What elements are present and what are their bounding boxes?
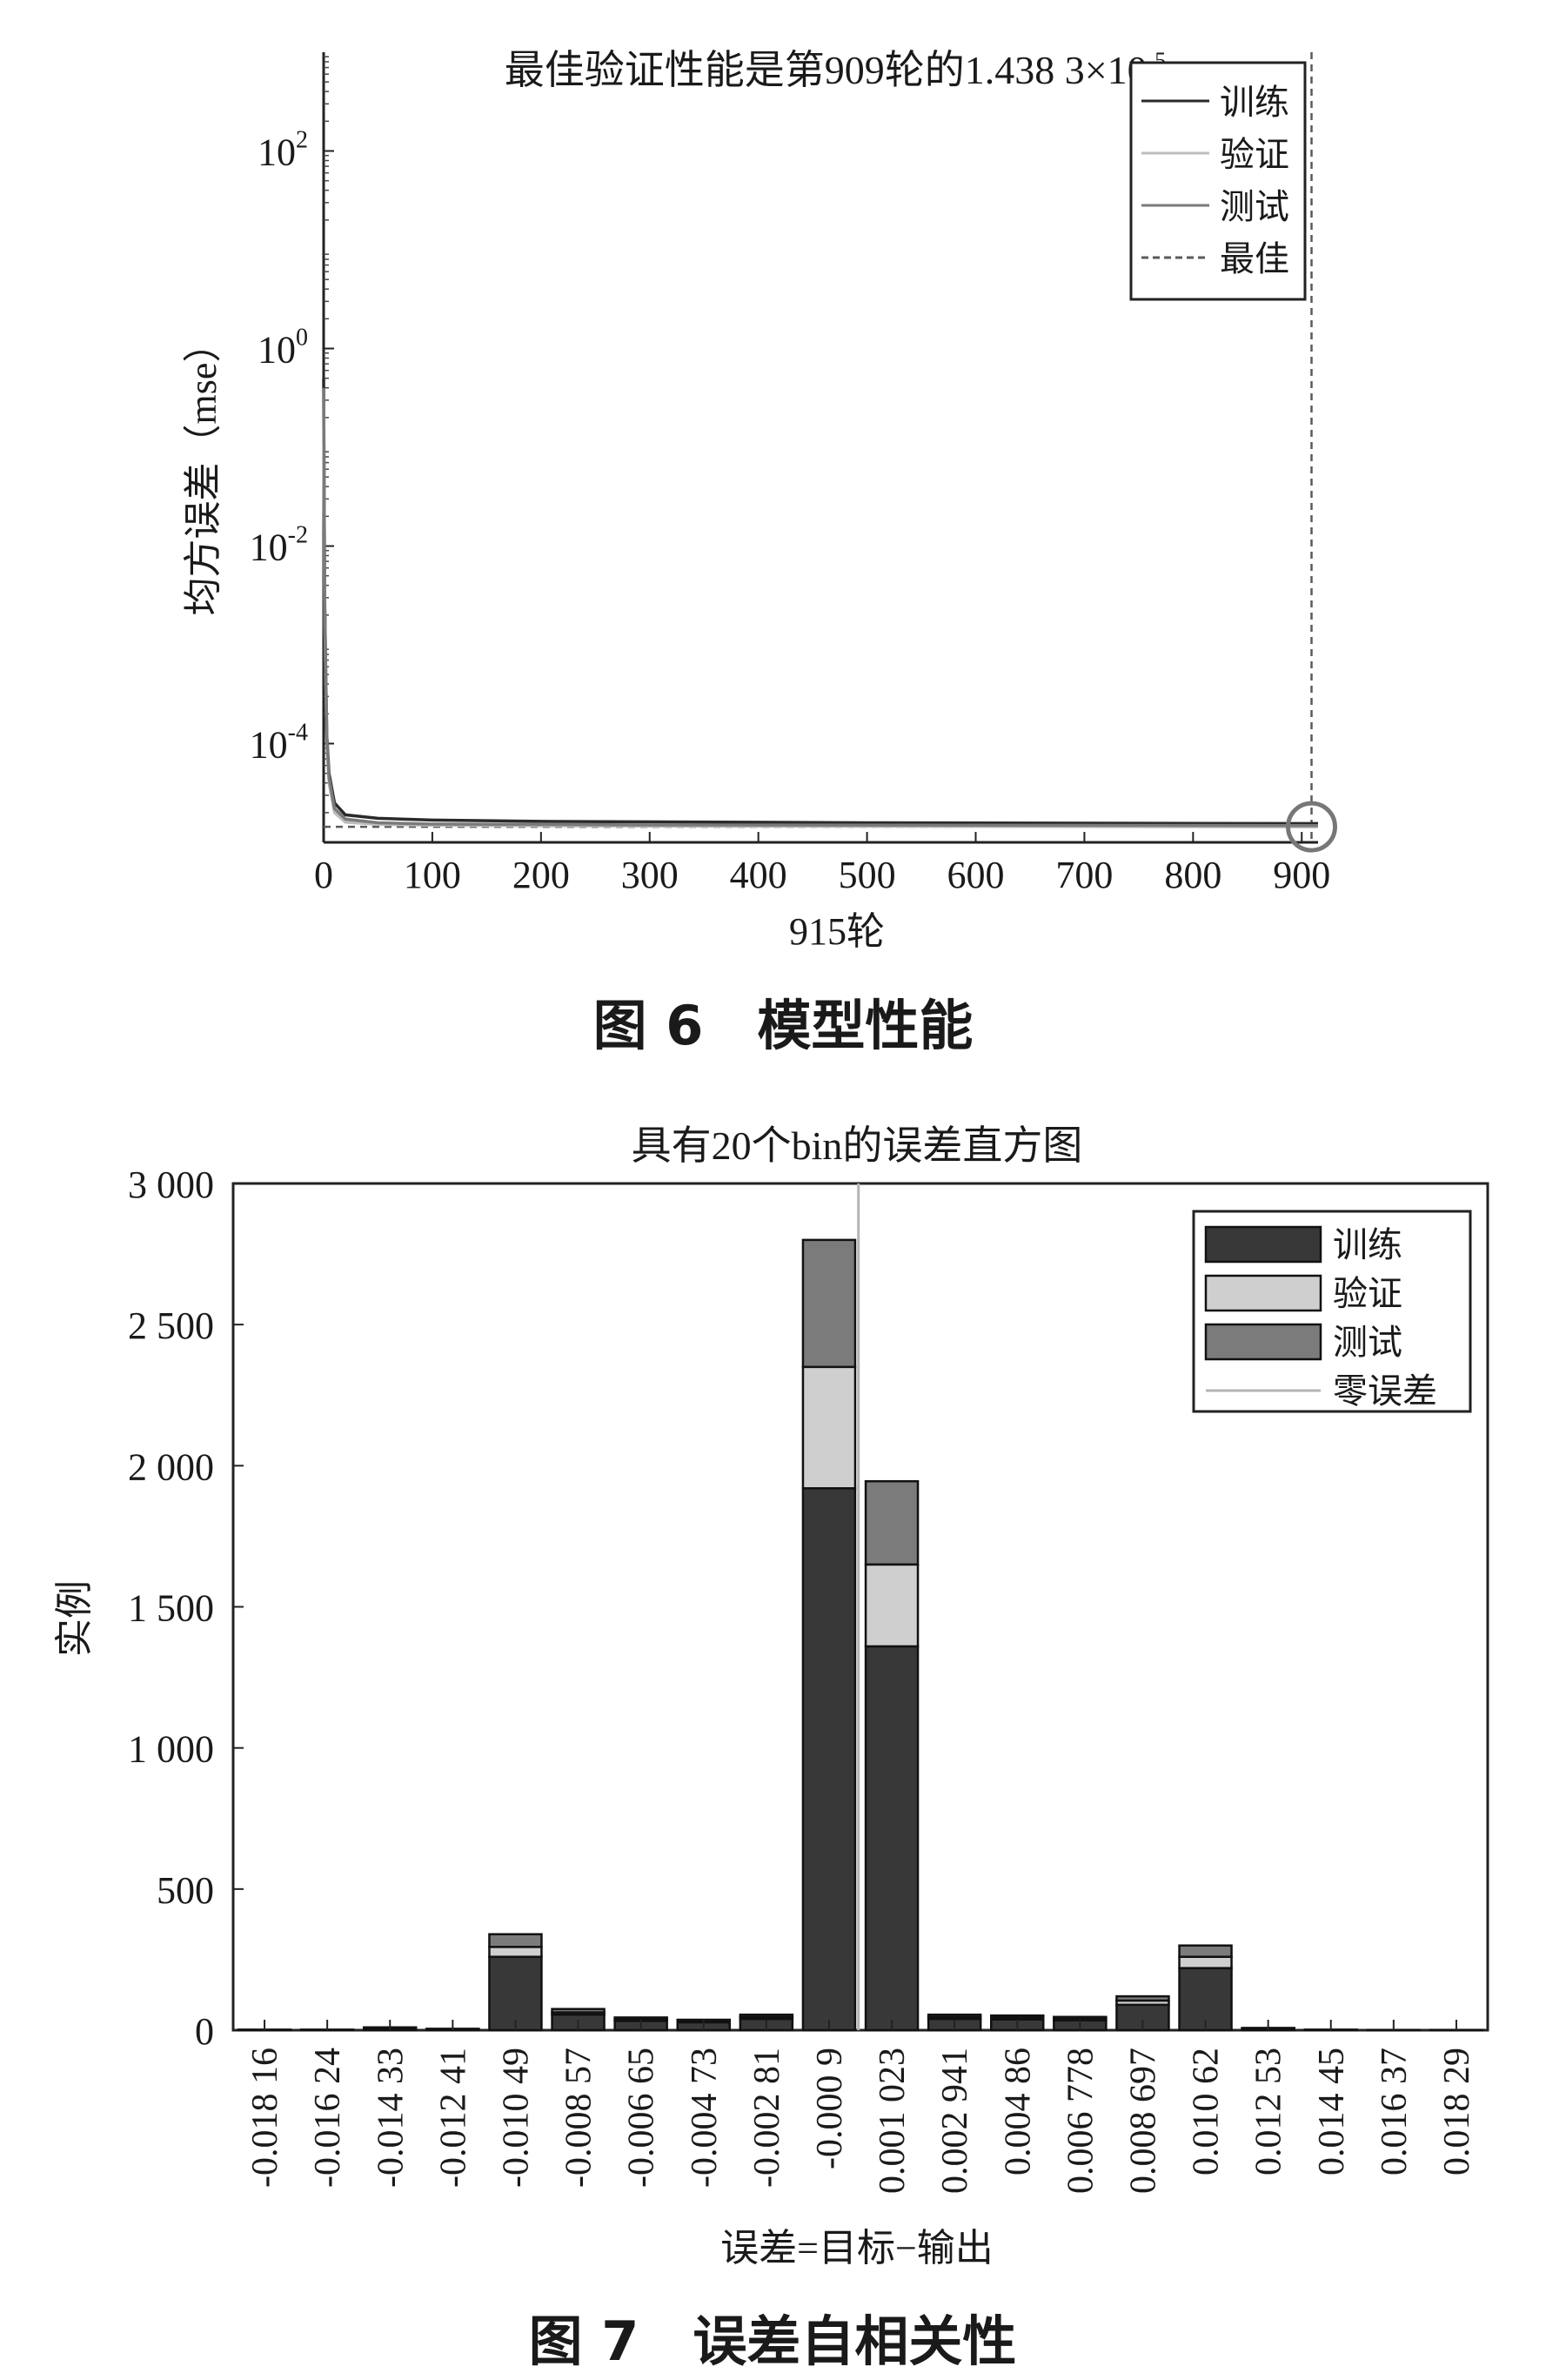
- mse-best-marker: [1286, 801, 1338, 853]
- histogram-x-tick-label: -0.008 57: [559, 2048, 599, 2188]
- histogram-bar-segment: [1053, 2015, 1108, 2020]
- histogram-y-tick-label: 2 000: [128, 1445, 214, 1488]
- histogram-legend-label: 零误差: [1333, 1371, 1437, 1411]
- histogram-legend-swatch: [1204, 1323, 1322, 1361]
- histogram-x-tick-label: -0.002 81: [747, 2048, 787, 2188]
- histogram-chart: 具有20个bin的误差直方图 0 500 1 000 1 500 2 000 2 500 3…: [53, 1123, 1489, 2373]
- histogram-y-tick-label: 2 500: [128, 1304, 214, 1347]
- histogram-bar-segment: [488, 1946, 543, 1958]
- histogram-x-tick-label: -0.000 9: [810, 2048, 850, 2169]
- histogram-chart-title: 具有20个bin的误差直方图: [632, 1123, 1083, 1168]
- histogram-bar-segment: [864, 1645, 920, 2032]
- histogram-x-tick-label: 0.012 53: [1249, 2048, 1289, 2176]
- histogram-x-tick-label: 0.001 023: [873, 2048, 913, 2194]
- mse-x-tick-label: 700: [1055, 854, 1113, 896]
- histogram-chart-ylabel: 实例: [53, 1580, 96, 1657]
- histogram-x-tick-label: -0.010 49: [496, 2048, 536, 2188]
- mse-x-tick-label: 800: [1164, 854, 1221, 896]
- histogram-bar-segment: [864, 1563, 920, 1648]
- histogram-x-tick-label: -0.014 33: [371, 2048, 411, 2188]
- mse-x-tick-label: 200: [512, 854, 570, 896]
- histogram-chart-caption: 图 7 误差自相关性: [529, 2310, 1017, 2373]
- mse-chart-caption: 图 6 模型性能: [593, 994, 974, 1057]
- mse-chart-title: 最佳验证性能是第909轮的1.438 3×10-5: [505, 48, 1167, 92]
- histogram-x-tick-label: 0.008 697: [1123, 2048, 1163, 2194]
- histogram-legend-swatch: [1204, 1274, 1322, 1312]
- mse-x-tick-label: 400: [730, 854, 787, 896]
- histogram-x-tick-label: 0.004 86: [998, 2048, 1038, 2176]
- mse-legend-label: 训练: [1220, 83, 1289, 122]
- histogram-bar-segment: [864, 1479, 920, 1566]
- histogram-bar-segment: [613, 2016, 668, 2021]
- histogram-x-tick-label: -0.018 16: [245, 2048, 285, 2188]
- histogram-legend-label: 训练: [1333, 1225, 1402, 1264]
- mse-chart-xlabel: 915轮: [789, 910, 885, 953]
- mse-y-tick-label: 102: [258, 127, 308, 174]
- histogram-bar-segment: [1178, 1955, 1233, 1969]
- histogram-x-tick-label: 0.018 29: [1437, 2048, 1477, 2176]
- histogram-y-tick-label: 1 000: [128, 1728, 214, 1771]
- mse-legend-label: 最佳: [1220, 239, 1289, 278]
- mse-y-tick-label: 10-2: [250, 522, 308, 569]
- mse-legend-label: 验证: [1220, 135, 1289, 174]
- histogram-bar-segment: [927, 2013, 982, 2019]
- histogram-x-tick-label: 0.014 45: [1312, 2048, 1352, 2176]
- histogram-bar-segment: [801, 1365, 857, 1490]
- mse-chart: 最佳验证性能是第909轮的1.438 3×10-5 0 100 200 300 400 5…: [182, 48, 1338, 1057]
- histogram-chart-xlabel: 误差=目标−输出: [720, 2227, 994, 2269]
- mse-plot-area: 0 100 200 300 400 500 600 700 800 900 102 100 10-2 10…: [250, 52, 1338, 896]
- mse-y-tick-label: 100: [258, 325, 308, 372]
- mse-series-line-0: [322, 378, 1318, 826]
- histogram-bar-segment: [801, 1238, 857, 1369]
- mse-x-tick-label: 600: [947, 854, 1005, 896]
- histogram-legend-label: 验证: [1333, 1274, 1402, 1313]
- mse-x-tick-label: 900: [1273, 854, 1330, 896]
- mse-x-tick-label: 300: [621, 854, 679, 896]
- histogram-bar-segment: [739, 2013, 794, 2019]
- histogram-x-tick-label: -0.012 41: [433, 2048, 473, 2188]
- mse-legend-label: 测试: [1220, 187, 1289, 226]
- histogram-y-tick-label: 500: [157, 1869, 214, 1912]
- mse-chart-title-main: 最佳验证性能是第909轮的1.438 3×10: [505, 48, 1148, 92]
- histogram-x-tick-label: 0.016 37: [1375, 2048, 1415, 2176]
- histogram-x-tick-label: 0.010 62: [1187, 2048, 1227, 2176]
- mse-series-line-2: [322, 387, 1318, 828]
- mse-x-tick-label: 0: [314, 854, 333, 896]
- histogram-bar-segment: [1115, 1995, 1170, 2002]
- mse-chart-ylabel: 均方误差（mse）: [182, 325, 224, 616]
- histogram-bar-segment: [551, 2008, 606, 2014]
- histogram-bar-segment: [488, 1955, 543, 2032]
- histogram-x-tick-label: -0.006 65: [622, 2048, 662, 2188]
- histogram-legend-label: 测试: [1333, 1323, 1402, 1362]
- histogram-x-tick-label: 0.002 941: [935, 2048, 975, 2194]
- histogram-legend-swatch: [1204, 1225, 1322, 1264]
- mse-x-tick-label: 500: [839, 854, 896, 896]
- histogram-plot-area: 0 500 1 000 1 500 2 000 2 500 3 000 -0.018 16 -0…: [128, 1163, 1489, 2194]
- mse-y-tick-label: 10-4: [250, 720, 308, 767]
- histogram-bar-segment: [801, 1487, 857, 2032]
- histogram-x-tick-label: -0.016 24: [308, 2048, 348, 2188]
- histogram-bar-segment: [990, 2014, 1045, 2019]
- histogram-bar-segment: [1178, 1944, 1233, 1958]
- histogram-y-tick-label: 3 000: [128, 1163, 214, 1206]
- histogram-x-tick-label: 0.006 778: [1061, 2048, 1101, 2194]
- histogram-y-tick-label: 0: [195, 2010, 214, 2053]
- histogram-x-tick-label: -0.004 73: [685, 2048, 725, 2188]
- histogram-y-tick-label: 1 500: [128, 1587, 214, 1630]
- histogram-bar-segment: [488, 1933, 543, 1948]
- mse-series-line-1: [322, 399, 1319, 828]
- mse-x-tick-label: 100: [404, 854, 461, 896]
